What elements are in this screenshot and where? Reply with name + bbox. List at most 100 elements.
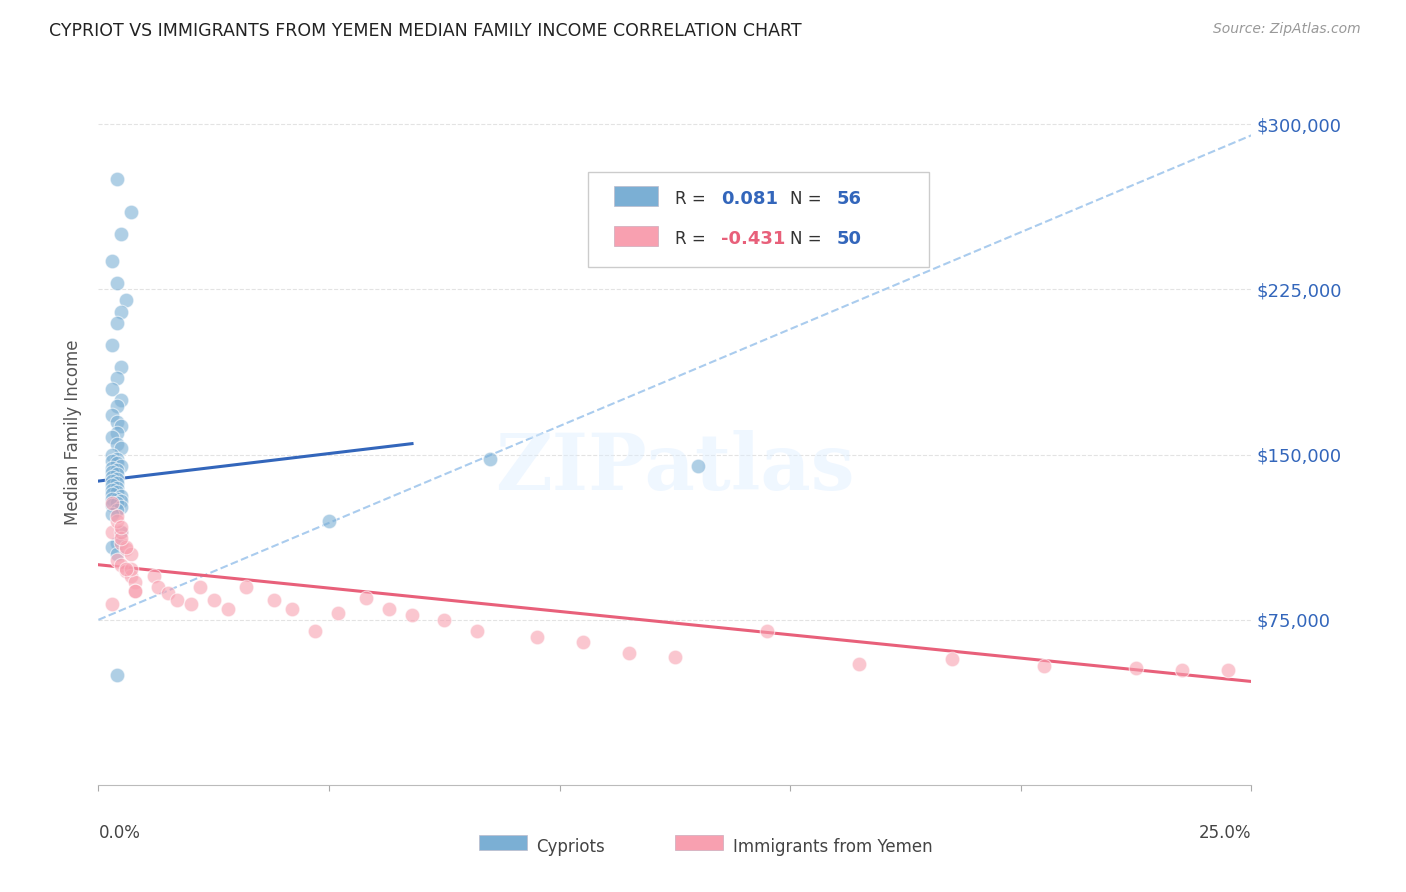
Point [110, 227, 132, 242]
Text: 25.0%: 25.0% [1199, 823, 1251, 842]
Point [115, 542, 138, 557]
Point [304, 624, 326, 638]
Point [120, 547, 142, 561]
Point [617, 646, 640, 660]
Point [110, 520, 132, 534]
Point [105, 481, 128, 495]
Bar [614, 186, 658, 206]
Point [110, 458, 132, 473]
Point [105, 476, 128, 491]
Point [354, 591, 377, 605]
Point [263, 593, 285, 607]
Point [105, 415, 128, 429]
Point [148, 580, 170, 594]
Point [110, 441, 132, 455]
Point [110, 524, 132, 539]
Point [110, 558, 132, 572]
Point [101, 474, 124, 488]
Point [101, 382, 124, 396]
Y-axis label: Median Family Income: Median Family Income [65, 340, 83, 525]
Point [571, 635, 593, 649]
Point [110, 304, 132, 318]
Text: Cypriots: Cypriots [537, 838, 605, 855]
Point [217, 601, 239, 615]
Point [1032, 659, 1054, 673]
FancyBboxPatch shape [589, 172, 928, 267]
Text: 50: 50 [837, 229, 862, 248]
Point [115, 562, 138, 576]
Point [433, 613, 456, 627]
Point [110, 532, 132, 546]
Point [110, 419, 132, 434]
Point [105, 425, 128, 440]
Point [105, 491, 128, 506]
Point [479, 452, 502, 467]
Point [101, 524, 124, 539]
Point [105, 509, 128, 524]
Point [378, 601, 401, 615]
Text: ZIPatlas: ZIPatlas [495, 430, 855, 506]
Point [101, 430, 124, 444]
Text: Source: ZipAtlas.com: Source: ZipAtlas.com [1213, 22, 1361, 37]
Text: N =: N = [790, 229, 821, 248]
Point [1218, 664, 1240, 678]
Point [110, 494, 132, 508]
Point [465, 624, 488, 638]
Text: 0.0%: 0.0% [98, 823, 141, 842]
Point [101, 461, 124, 475]
Point [115, 565, 138, 579]
Bar [675, 835, 723, 850]
Point [188, 580, 211, 594]
Point [756, 624, 779, 638]
Point [105, 436, 128, 450]
Point [110, 359, 132, 374]
Point [142, 568, 165, 582]
Text: 56: 56 [837, 189, 862, 208]
Point [105, 485, 128, 500]
Point [101, 448, 124, 462]
Point [124, 575, 146, 590]
Point [101, 540, 124, 554]
Point [120, 205, 142, 219]
Point [110, 500, 132, 515]
Point [1171, 664, 1194, 678]
Point [105, 547, 128, 561]
Text: R =: R = [675, 229, 706, 248]
Point [105, 370, 128, 384]
Point [101, 496, 124, 510]
Point [105, 668, 128, 682]
Point [101, 487, 124, 501]
Point [180, 598, 202, 612]
Point [120, 562, 142, 576]
Point [101, 598, 124, 612]
Point [101, 253, 124, 268]
Point [105, 399, 128, 413]
Point [105, 553, 128, 567]
Point [124, 584, 146, 599]
Point [166, 593, 188, 607]
Point [105, 502, 128, 516]
Point [101, 408, 124, 422]
Point [124, 584, 146, 599]
Point [105, 457, 128, 471]
Point [101, 337, 124, 351]
Point [110, 535, 132, 549]
Text: 0.081: 0.081 [721, 189, 778, 208]
Point [105, 467, 128, 482]
Point [105, 514, 128, 528]
Point [686, 458, 709, 473]
Text: Immigrants from Yemen: Immigrants from Yemen [733, 838, 932, 855]
Point [941, 652, 963, 666]
Point [110, 524, 132, 539]
Point [101, 454, 124, 468]
Point [115, 293, 138, 308]
Point [105, 452, 128, 467]
Point [101, 478, 124, 492]
Point [101, 491, 124, 506]
Point [105, 496, 128, 510]
Point [156, 586, 179, 600]
Point [105, 472, 128, 486]
Point [281, 601, 304, 615]
Point [115, 540, 138, 554]
Point [101, 498, 124, 512]
